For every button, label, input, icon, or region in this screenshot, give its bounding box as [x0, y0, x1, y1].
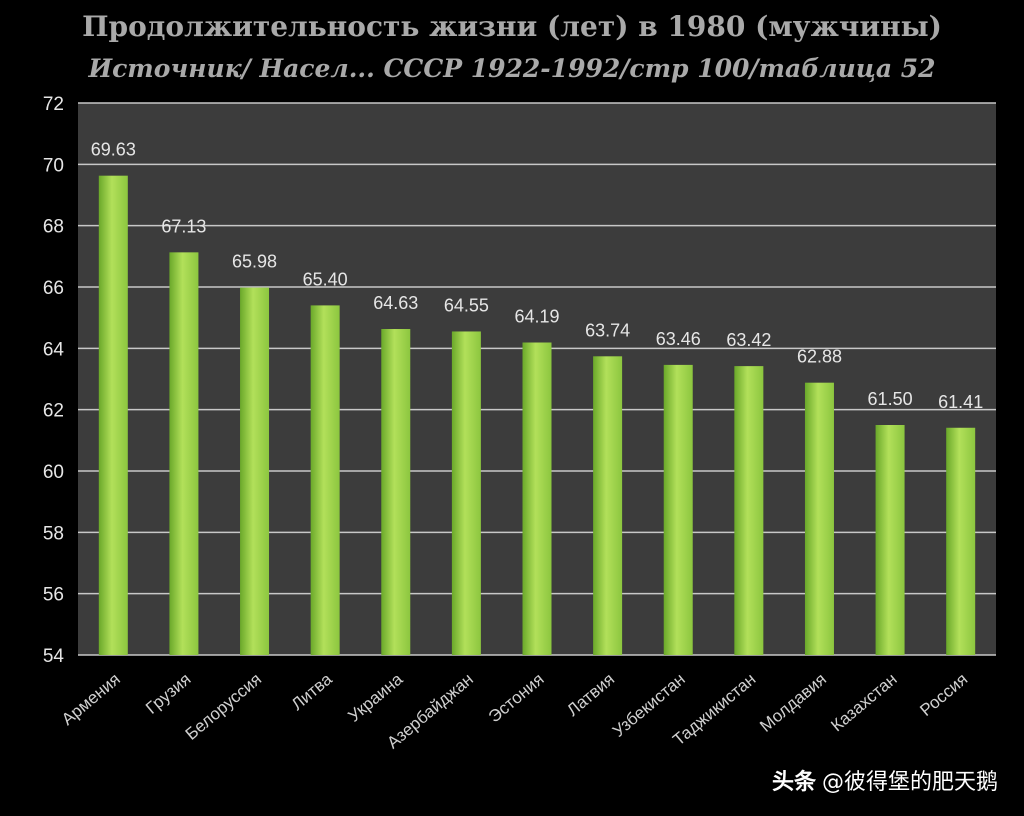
bar-value-label: 64.55 — [444, 295, 489, 315]
bar — [875, 425, 905, 655]
x-tick-label: Армения — [58, 670, 124, 730]
bar — [946, 427, 976, 655]
y-tick-label: 54 — [43, 646, 65, 667]
y-axis-ticks: 54 56 58 60 62 64 66 68 70 72 — [43, 94, 65, 667]
watermark: 头条 @彼得堡的肥天鹅 — [772, 764, 998, 796]
y-tick-label: 66 — [43, 278, 64, 299]
bar-value-label: 63.46 — [656, 329, 701, 349]
y-tick-label: 62 — [43, 401, 64, 422]
y-tick-label: 60 — [43, 462, 64, 483]
watermark-brand: 头条 — [771, 770, 816, 795]
bar — [734, 366, 764, 655]
bar-value-label: 63.74 — [585, 320, 630, 340]
y-tick-label: 72 — [43, 94, 64, 115]
bar — [381, 329, 411, 655]
bar — [98, 175, 128, 655]
bar-value-label: 65.98 — [232, 252, 277, 272]
x-tick-label: Литва — [288, 669, 336, 714]
bar-value-label: 63.42 — [726, 330, 771, 350]
x-tick-label: Молдавия — [756, 670, 830, 736]
bar-value-label: 64.19 — [514, 307, 559, 327]
x-tick-label: Украина — [345, 669, 407, 726]
x-tick-label: Грузия — [142, 670, 194, 718]
bar — [663, 364, 693, 655]
y-tick-label: 70 — [43, 155, 64, 176]
y-tick-label: 68 — [43, 217, 64, 238]
bars — [98, 175, 976, 655]
bar — [804, 382, 834, 655]
bar — [169, 252, 199, 655]
value-labels: 69.63 67.13 65.98 65.40 64.63 64.55 64.19 63.74… — [91, 140, 983, 412]
bar-value-label: 65.40 — [303, 269, 348, 289]
x-tick-label: Россия — [916, 670, 971, 720]
chart-subtitle: Источник/ Насел... СССР 1922-1992/стр 10… — [88, 54, 936, 83]
bar-value-label: 61.41 — [938, 392, 983, 412]
x-tick-label: Эстония — [485, 670, 548, 727]
bar — [240, 287, 270, 655]
bar-value-label: 62.88 — [797, 347, 842, 367]
x-tick-label: Латвия — [563, 670, 618, 720]
chart-title: Продолжительность жизни (лет) в 1980 (му… — [82, 10, 942, 43]
bar-value-label: 67.13 — [161, 216, 206, 236]
bar — [593, 356, 623, 655]
x-tick-label: Казахстан — [827, 670, 900, 736]
y-tick-label: 64 — [43, 339, 65, 360]
y-tick-label: 56 — [43, 585, 64, 606]
watermark-author: @彼得堡的肥天鹅 — [821, 770, 998, 795]
x-tick-label: Белоруссия — [182, 670, 265, 744]
bar-value-label: 69.63 — [91, 140, 136, 160]
bar — [310, 305, 340, 655]
bar-value-label: 64.63 — [373, 293, 418, 313]
bar — [451, 331, 481, 655]
bar-value-label: 61.50 — [868, 389, 913, 409]
y-tick-label: 58 — [43, 523, 64, 544]
bar — [522, 342, 552, 655]
